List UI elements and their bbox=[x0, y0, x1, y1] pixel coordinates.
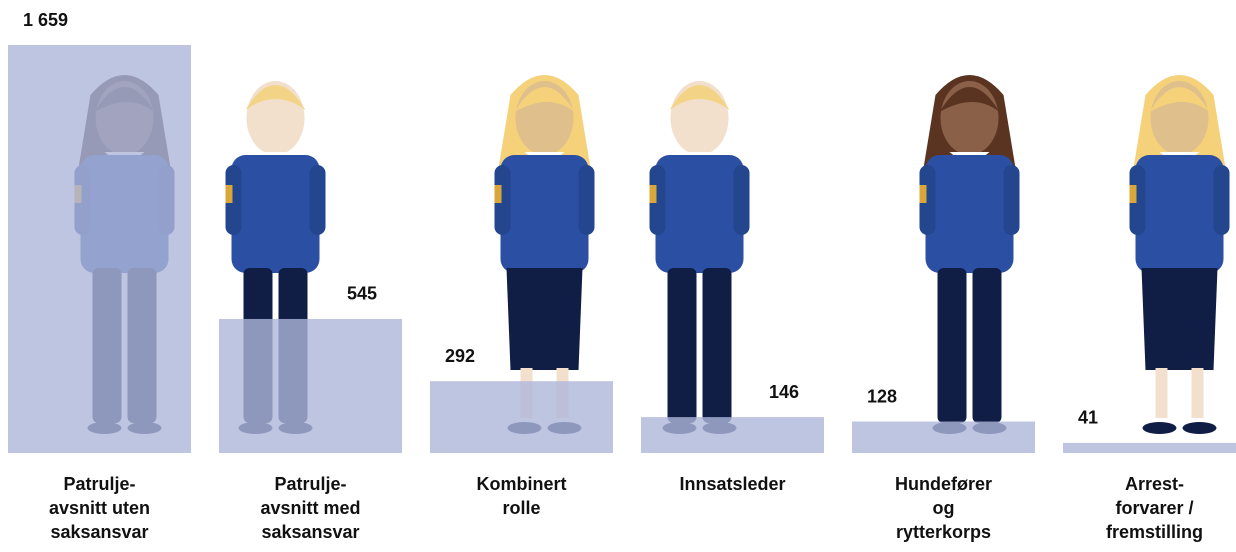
arm bbox=[1004, 165, 1020, 235]
bar bbox=[1063, 443, 1236, 453]
category-label: Arrest- forvarer / fremstilling bbox=[1063, 472, 1236, 544]
leg bbox=[973, 268, 1002, 423]
badge bbox=[495, 185, 502, 203]
value-label: 128 bbox=[867, 386, 897, 406]
bar bbox=[852, 422, 1035, 453]
foot bbox=[1143, 422, 1177, 434]
skirt bbox=[1142, 268, 1218, 370]
figure bbox=[1130, 75, 1230, 434]
badge bbox=[226, 185, 233, 203]
foot bbox=[1183, 422, 1217, 434]
figure bbox=[920, 75, 1020, 434]
arm bbox=[1214, 165, 1230, 235]
jacket bbox=[926, 155, 1014, 273]
category-label: Kombinert rolle bbox=[430, 472, 613, 520]
bar bbox=[641, 417, 824, 453]
bar bbox=[219, 319, 402, 453]
arm bbox=[734, 165, 750, 235]
value-label: 545 bbox=[347, 284, 377, 304]
arm bbox=[310, 165, 326, 235]
value-label: 146 bbox=[769, 382, 799, 402]
leg bbox=[668, 268, 697, 423]
bar bbox=[430, 381, 613, 453]
category-label: Hundefører og rytterkorps bbox=[852, 472, 1035, 544]
jacket bbox=[232, 155, 320, 273]
category-label: Patrulje- avsnitt med saksansvar bbox=[219, 472, 402, 544]
badge bbox=[1130, 185, 1137, 203]
chart: 1 659 545 292 146 128 41 bbox=[0, 0, 1236, 552]
value-label: 1 659 bbox=[23, 10, 68, 30]
value-label: 292 bbox=[445, 346, 475, 366]
leg bbox=[938, 268, 967, 423]
jacket bbox=[1136, 155, 1224, 273]
arm bbox=[579, 165, 595, 235]
jacket bbox=[656, 155, 744, 273]
badge bbox=[920, 185, 927, 203]
leg bbox=[1156, 368, 1168, 418]
category-label: Innsatsleder bbox=[641, 472, 824, 496]
figure bbox=[495, 75, 595, 434]
skirt bbox=[507, 268, 583, 370]
page: {"chart_data": {"type": "bar", "categori… bbox=[0, 0, 1236, 552]
value-label: 41 bbox=[1078, 408, 1098, 428]
category-label: Patrulje- avsnitt uten saksansvar bbox=[8, 472, 191, 544]
leg bbox=[703, 268, 732, 423]
figure bbox=[650, 81, 750, 434]
jacket bbox=[501, 155, 589, 273]
leg bbox=[1192, 368, 1204, 418]
bar bbox=[8, 45, 191, 453]
badge bbox=[650, 185, 657, 203]
